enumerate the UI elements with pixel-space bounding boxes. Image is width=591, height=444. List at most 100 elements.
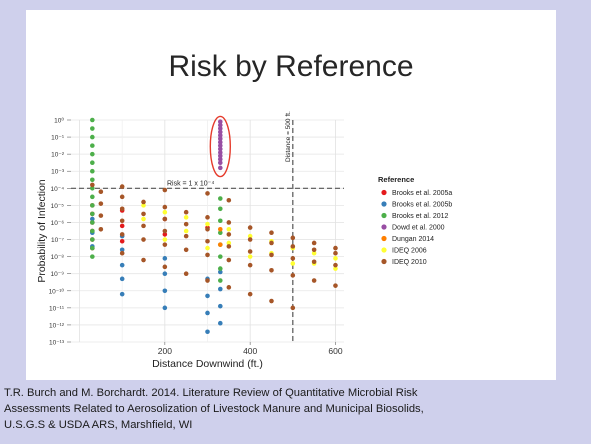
y-tick-label: 10⁻² [51,152,65,159]
data-point [90,177,95,183]
x-axis-label: Distance Downwind (ft.) [152,358,263,370]
data-point [119,291,125,297]
data-point [311,278,317,283]
data-point [90,160,95,165]
y-tick-label: 10⁻¹³ [49,340,65,347]
data-point [311,250,317,256]
data-point [119,184,125,189]
data-point [90,151,95,157]
x-tick-label: 200 [158,346,172,356]
data-point [119,194,125,200]
data-point [217,269,223,275]
data-point [217,153,223,159]
data-point [269,267,274,273]
data-point [141,216,146,222]
data-point [205,238,210,244]
data-point [217,122,223,128]
data-point [217,126,223,131]
data-point [247,254,253,259]
legend-label: Brooks et al. 2012 [392,213,449,220]
data-point [90,134,95,140]
data-point [119,250,125,256]
highlight-ellipse [209,115,231,178]
y-tick-label: 10⁻⁶ [51,220,65,227]
legend-marker [381,224,387,230]
data-point [98,226,104,232]
data-point [90,254,95,259]
distance-label: Distance = 500 ft. [285,111,292,162]
data-point [217,196,223,201]
data-point [217,129,223,135]
data-point [205,293,210,299]
data-point [141,257,146,263]
legend-label: Dowd et al. 2000 [392,225,445,232]
data-point [205,278,210,283]
data-point [162,305,168,311]
data-point [141,211,146,217]
data-point [247,237,253,242]
data-point [90,182,95,188]
data-point [205,191,210,196]
data-point [217,254,223,259]
data-point [162,216,168,222]
data-point [98,189,104,195]
data-point [205,329,210,335]
data-point [217,119,223,125]
y-tick-label: 10⁻¹⁰ [49,287,65,295]
legend-marker [381,247,387,253]
data-point [333,283,338,288]
data-point [183,271,189,276]
data-point [162,242,168,247]
x-tick-label: 600 [328,346,342,356]
y-tick-label: 10⁻¹¹ [49,305,65,312]
data-point [217,133,223,138]
data-point [119,218,125,224]
scatter-chart: Risk = 1 x 10⁻⁴ Distance = 500 ft. 10⁰ 10⁻… [36,111,452,370]
data-point [90,186,95,191]
data-point [226,257,232,263]
citation-caption: T.R. Burch and M. Borchardt. 2014. Liter… [0,385,591,433]
data-point [183,233,189,239]
data-point [247,262,253,268]
data-point [290,235,296,241]
data-point [217,303,223,309]
data-point [333,245,338,251]
data-point [183,209,189,215]
data-point [90,216,95,222]
data-point [226,240,232,246]
data-point [217,320,223,326]
data-point [162,256,168,261]
legend-marker [381,201,387,207]
data-point [162,187,168,193]
data-point [217,136,223,142]
data-point [217,226,223,232]
legend-title: Reference [378,175,414,184]
data-points [90,115,338,335]
data-point [290,305,296,311]
legend-label: Dungan 2014 [392,236,434,243]
caption-line: T.R. Burch and M. Borchardt. 2014. Liter… [4,387,418,399]
data-point [217,286,223,292]
data-point [183,228,189,234]
data-point [217,230,223,236]
data-point [333,266,338,271]
data-point [90,245,95,251]
data-point [247,249,253,254]
legend-label: IDEQ 2010 [392,259,427,266]
data-point [226,285,232,290]
slide-title: Risk by Reference [168,50,414,83]
data-point [183,221,189,227]
data-point [162,209,168,215]
data-point [333,250,338,256]
data-point [205,252,210,258]
data-point [290,273,296,278]
data-point [119,223,125,229]
data-point [162,204,168,210]
data-point [217,218,223,224]
y-tick-label: 10⁻¹ [51,135,65,142]
data-point [183,247,189,253]
legend-label: IDEQ 2006 [392,248,427,255]
data-point [183,215,189,220]
legend: Reference Brooks et al. 2005a Brooks et al… [378,175,452,266]
data-point [90,143,95,148]
